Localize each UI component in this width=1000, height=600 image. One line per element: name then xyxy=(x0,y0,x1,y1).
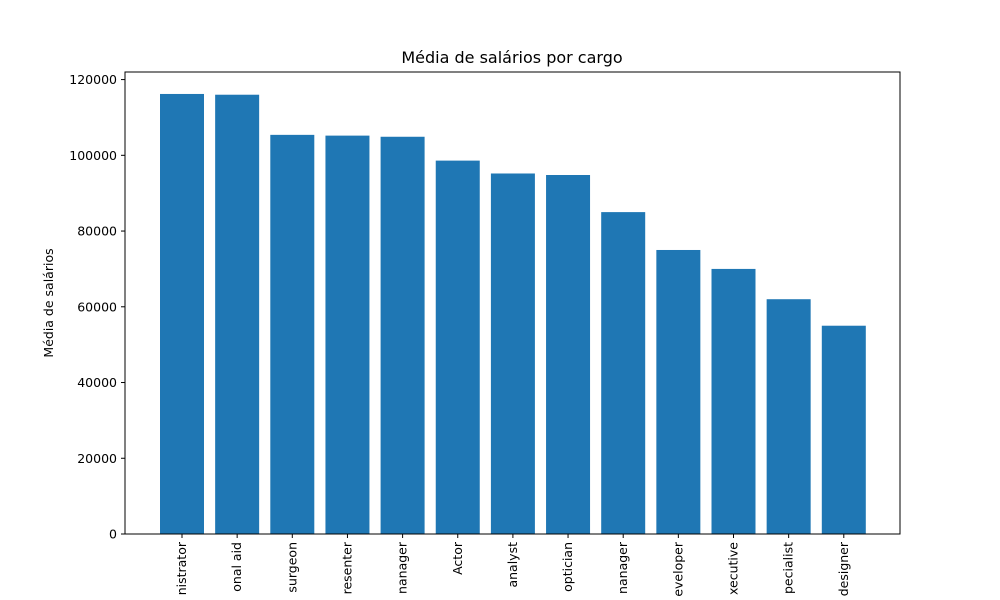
bar-2 xyxy=(270,134,315,535)
x-tick-label-12: designer xyxy=(836,541,851,596)
bar-0 xyxy=(160,93,204,535)
y-tick-label-4: 80000 xyxy=(77,224,117,239)
bar-10 xyxy=(711,268,756,534)
bar-12 xyxy=(821,325,866,534)
bar-6 xyxy=(490,173,535,535)
y-tick-label-0: 0 xyxy=(109,527,117,542)
x-tick-label-9: eveloper xyxy=(670,541,685,597)
y-tick-label-5: 100000 xyxy=(69,148,117,163)
bar-9 xyxy=(656,249,701,535)
plot-frame xyxy=(124,71,901,535)
x-tick-label-4: nanager xyxy=(395,541,410,594)
bar-1 xyxy=(215,94,260,534)
x-tick-label-2: surgeon xyxy=(284,542,299,593)
bar-8 xyxy=(601,212,646,535)
x-tick-label-6: analyst xyxy=(505,542,520,588)
y-tick-label-3: 60000 xyxy=(77,299,117,314)
y-axis-label: Média de salários xyxy=(41,248,56,357)
x-tick-label-1: onal aid xyxy=(229,542,244,592)
y-tick-label-6: 120000 xyxy=(69,72,117,87)
bar-11 xyxy=(766,299,811,534)
bar-5 xyxy=(435,160,480,535)
x-tick-label-3: resenter xyxy=(339,541,354,594)
bar-3 xyxy=(325,135,370,534)
x-tick-label-10: xecutive xyxy=(726,542,741,595)
x-tick-label-8: nanager xyxy=(615,541,630,594)
x-ticks-group: nistrator onal aid surgeon resenter nanager A… xyxy=(174,534,851,597)
y-ticks-group: 0 20000 40000 60000 80000 100000 120000 xyxy=(69,72,125,542)
y-tick-label-2: 40000 xyxy=(77,375,117,390)
x-tick-label-5: Actor xyxy=(450,541,465,575)
x-tick-label-7: optician xyxy=(560,542,575,592)
bar-4 xyxy=(380,136,425,534)
x-tick-label-0: nistrator xyxy=(174,541,189,595)
chart-title: Média de salários por cargo xyxy=(401,48,622,67)
x-tick-label-11: pecialist xyxy=(781,542,796,594)
bars-group xyxy=(160,93,866,535)
bar-7 xyxy=(546,175,591,534)
y-tick-label-1: 20000 xyxy=(77,451,117,466)
